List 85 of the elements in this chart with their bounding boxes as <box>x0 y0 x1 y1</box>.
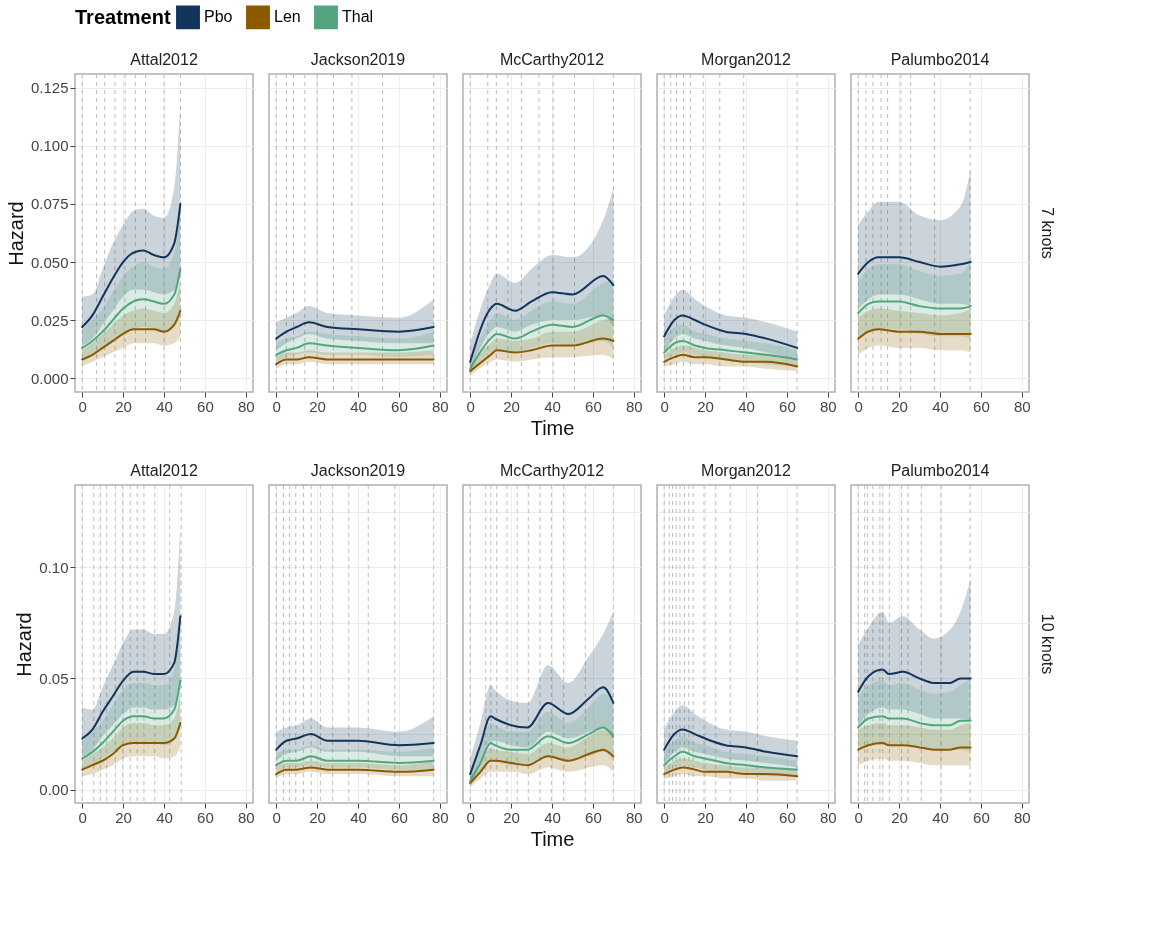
x-tick-label: 20 <box>891 808 908 826</box>
x-tick-label: 60 <box>973 808 990 826</box>
x-tick-label: 20 <box>697 808 714 826</box>
x-tick-label: 0 <box>78 808 87 826</box>
chart-title: Jackson2019 <box>310 50 406 68</box>
y-tick-label: 0.050 <box>30 253 69 271</box>
x-tick-label: 80 <box>238 397 255 415</box>
legend-label: Len <box>274 8 301 26</box>
line-series <box>81 679 182 760</box>
chart-title: Morgan2012 <box>701 50 792 68</box>
y-axis-title: Hazard <box>4 201 27 266</box>
x-tick-label: 20 <box>503 808 520 826</box>
y-axis-title: Hazard <box>13 612 36 677</box>
line-series <box>81 202 182 329</box>
x-tick-label: 0 <box>272 397 281 415</box>
x-tick-label: 0 <box>660 808 669 826</box>
x-tick-label: 0 <box>854 808 863 826</box>
x-tick-label: 60 <box>391 808 408 826</box>
x-tick-label: 60 <box>197 808 214 826</box>
text: 10 knots <box>1039 613 1056 675</box>
x-tick-label: 20 <box>697 397 714 415</box>
x-tick-label: 20 <box>891 397 908 415</box>
legend-title: Treatment <box>75 6 171 28</box>
x-tick-label: 20 <box>309 397 326 415</box>
x-tick-label: 40 <box>932 397 949 415</box>
x-tick-label: 20 <box>503 397 520 415</box>
y-tick-label: 0.00 <box>39 781 69 799</box>
x-tick-label: 40 <box>932 808 949 826</box>
x-tick-label: 60 <box>585 397 602 415</box>
x-tick-label: 0 <box>854 397 863 415</box>
x-tick-label: 0 <box>272 808 281 826</box>
chart-title: Palumbo2014 <box>890 50 990 68</box>
x-tick-label: 40 <box>544 808 561 826</box>
x-tick-label: 80 <box>432 397 449 415</box>
x-tick-label: 60 <box>197 397 214 415</box>
chart-title: Attal2012 <box>130 50 198 68</box>
x-tick-label: 80 <box>432 808 449 826</box>
x-tick-label: 80 <box>1014 808 1031 826</box>
x-axis-title: Time <box>530 827 575 850</box>
x-tick-label: 0 <box>78 397 87 415</box>
x-tick-label: 80 <box>626 808 643 826</box>
x-tick-label: 60 <box>779 808 796 826</box>
y-tick-label: 0.075 <box>30 195 69 213</box>
x-tick-label: 0 <box>466 397 475 415</box>
x-tick-label: 0 <box>660 397 669 415</box>
chart-title: Attal2012 <box>130 461 198 479</box>
x-tick-label: 20 <box>309 808 326 826</box>
y-tick-label: 0.000 <box>30 369 69 387</box>
legend-label: Thal <box>342 8 374 26</box>
x-tick-label: 20 <box>115 808 132 826</box>
text: 7 knots <box>1039 207 1056 259</box>
y-tick-label: 0.05 <box>39 669 69 687</box>
y-tick-label: 0.10 <box>39 558 69 576</box>
line-series <box>81 267 182 349</box>
x-tick-label: 80 <box>820 808 837 826</box>
y-tick-label: 0.100 <box>30 137 69 155</box>
x-tick-label: 80 <box>820 397 837 415</box>
line-series <box>81 309 182 361</box>
x-tick-label: 40 <box>350 397 367 415</box>
chart-title: McCarthy2012 <box>499 461 605 479</box>
x-tick-label: 40 <box>738 808 755 826</box>
x-tick-label: 80 <box>626 397 643 415</box>
x-tick-label: 60 <box>973 397 990 415</box>
x-tick-label: 40 <box>156 808 173 826</box>
legend-label: Pbo <box>204 8 233 26</box>
x-tick-label: 20 <box>115 397 132 415</box>
x-tick-label: 40 <box>544 397 561 415</box>
x-tick-label: 40 <box>738 397 755 415</box>
y-tick-label: 0.025 <box>30 311 69 329</box>
line-series <box>81 721 182 771</box>
x-tick-label: 0 <box>466 808 475 826</box>
x-tick-label: 60 <box>779 397 796 415</box>
x-tick-label: 40 <box>156 397 173 415</box>
x-tick-label: 40 <box>350 808 367 826</box>
chart-title: Jackson2019 <box>310 461 406 479</box>
x-axis-title: Time <box>530 416 575 439</box>
x-tick-label: 80 <box>238 808 255 826</box>
line-series <box>81 615 182 740</box>
x-tick-label: 80 <box>1014 397 1031 415</box>
chart-title: Morgan2012 <box>701 461 792 479</box>
chart-title: McCarthy2012 <box>499 50 605 68</box>
x-tick-label: 60 <box>585 808 602 826</box>
x-tick-label: 60 <box>391 397 408 415</box>
y-tick-label: 0.125 <box>30 79 69 97</box>
chart-title: Palumbo2014 <box>890 461 990 479</box>
